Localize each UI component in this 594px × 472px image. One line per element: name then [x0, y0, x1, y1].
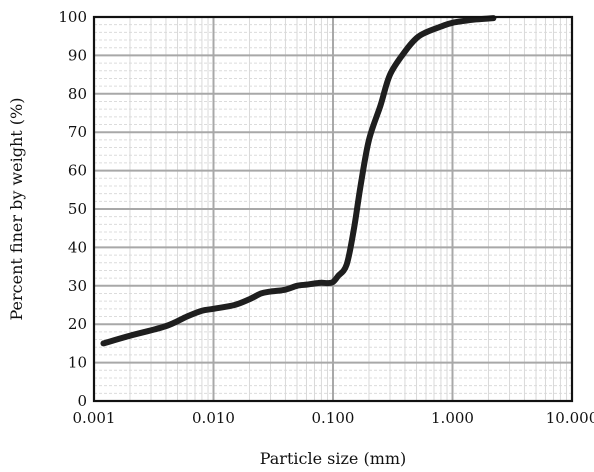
- y-tick-labels: 0 10 20 30 40 50 60 70 80 90 100: [58, 8, 87, 410]
- y-tick-label: 20: [68, 315, 87, 333]
- y-tick-label: 40: [68, 238, 87, 256]
- x-tick-label: 0.001: [73, 409, 116, 427]
- x-tick-label: 10.000: [546, 409, 594, 427]
- x-axis-title: Particle size (mm): [260, 449, 407, 468]
- y-tick-label: 90: [68, 46, 87, 64]
- y-tick-label: 0: [77, 392, 87, 410]
- plot-frame: [92, 15, 574, 403]
- x-tick-label: 0.100: [312, 409, 355, 427]
- grading-curve-series: [100, 15, 497, 347]
- y-tick-label: 60: [68, 162, 87, 180]
- grid: [94, 17, 572, 401]
- y-tick-label: 50: [68, 200, 87, 218]
- x-tick-labels: 0.001 0.010 0.100 1.000 10.000: [73, 409, 594, 427]
- y-tick-label: 70: [68, 123, 87, 141]
- y-tick-label: 10: [68, 354, 87, 372]
- x-tick-label: 1.000: [431, 409, 474, 427]
- x-tick-label: 0.010: [192, 409, 235, 427]
- y-axis-title: Percent finer by weight (%): [7, 98, 26, 321]
- y-tick-label: 100: [58, 8, 87, 26]
- y-tick-label: 80: [68, 85, 87, 103]
- y-tick-label: 30: [68, 277, 87, 295]
